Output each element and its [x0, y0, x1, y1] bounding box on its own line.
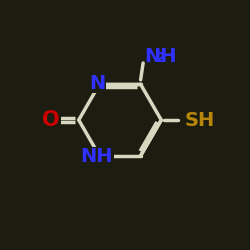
Text: NH: NH: [144, 46, 177, 66]
Text: N: N: [89, 74, 106, 92]
Text: O: O: [42, 110, 60, 130]
Text: SH: SH: [185, 110, 215, 130]
Text: 2: 2: [156, 50, 166, 64]
Text: NH: NH: [80, 148, 113, 167]
